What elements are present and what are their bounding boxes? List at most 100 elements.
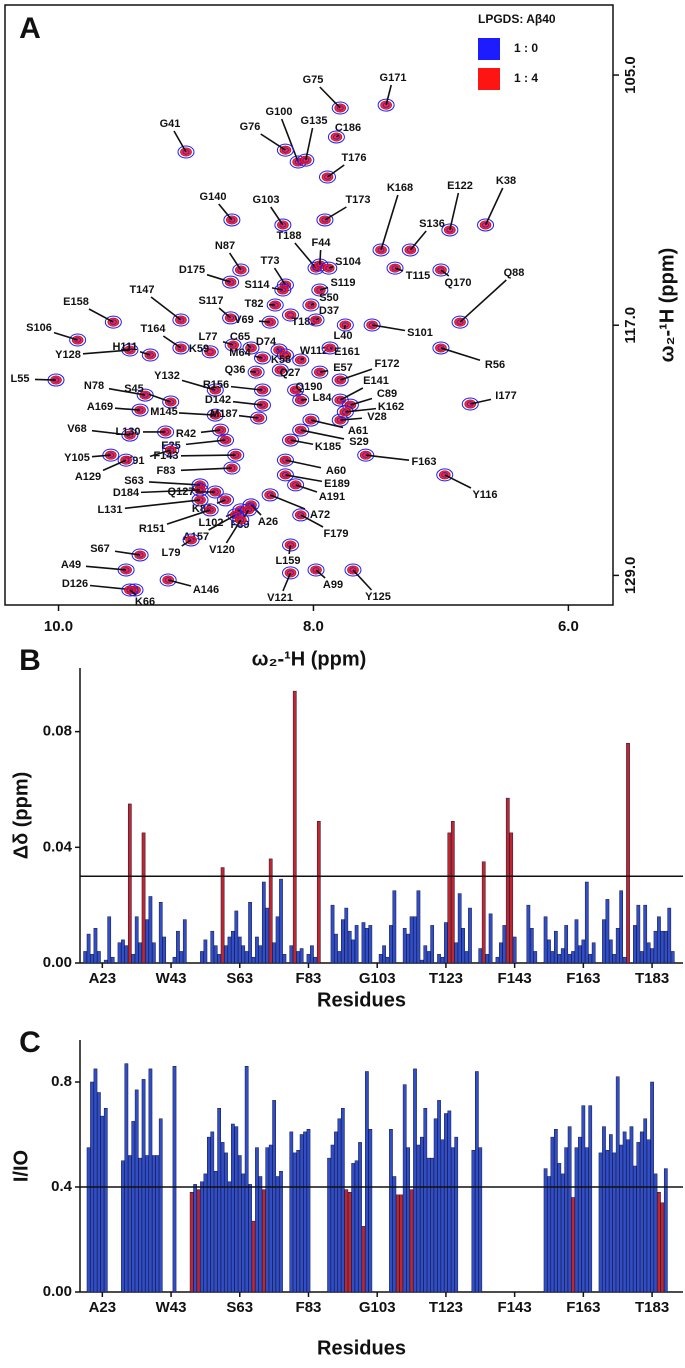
bar (382, 945, 386, 964)
bar (385, 956, 390, 964)
peak-label: V28 (367, 411, 387, 423)
y-tick-label: 0.04 (43, 838, 73, 855)
peak-label: K66 (135, 596, 155, 608)
peak-free-core (292, 387, 300, 393)
bar (402, 1084, 407, 1293)
x-axis-label: ω₂-¹H (ppm) (252, 648, 367, 670)
peak-free (336, 405, 354, 419)
peak-label: A99 (323, 579, 343, 591)
peak-free (177, 145, 195, 159)
peak-free (302, 413, 320, 427)
bar (392, 890, 397, 964)
leader-line (380, 194, 399, 251)
bar (602, 919, 606, 964)
bar (440, 956, 445, 964)
bar (334, 933, 338, 964)
bar (261, 1189, 266, 1293)
bar (663, 930, 668, 964)
bar (117, 942, 122, 964)
leader-line (288, 544, 292, 555)
bar (457, 893, 462, 964)
bar (203, 939, 208, 964)
leader-line (294, 242, 317, 269)
peak-free (104, 315, 122, 329)
peak-free (159, 573, 177, 587)
bar (313, 956, 318, 964)
x-tick-label: F143 (498, 970, 532, 987)
bar (478, 948, 483, 964)
peak-free (311, 283, 329, 297)
bar (127, 803, 132, 964)
bar (316, 821, 321, 964)
bar (299, 1134, 304, 1293)
bar (354, 1160, 359, 1293)
peak-free-core (326, 345, 334, 351)
bar (162, 936, 167, 964)
peak-free (224, 338, 242, 352)
bar (176, 930, 180, 964)
peak-bound (204, 505, 217, 515)
leader-line (216, 499, 226, 504)
bar (234, 1126, 239, 1293)
peak-label: D126 (62, 578, 88, 590)
bar (543, 916, 548, 964)
bar (571, 951, 575, 964)
peak-free (307, 313, 325, 327)
bar (499, 942, 503, 964)
bar (420, 1136, 424, 1293)
peak-label: K185 (315, 441, 341, 453)
peak-free-core (146, 352, 154, 358)
x-tick-label: T123 (429, 970, 463, 987)
peak-free (117, 453, 135, 467)
bar (121, 939, 125, 964)
peak-free (344, 563, 362, 577)
peak-free-core (312, 317, 320, 323)
leader-line (228, 252, 242, 271)
peak-free (250, 411, 268, 425)
bar (406, 933, 410, 964)
bar (529, 928, 534, 964)
bar (657, 1192, 661, 1293)
y-tick-label: 105.0 (622, 56, 639, 94)
bar (619, 890, 624, 964)
peak-free-core (336, 397, 344, 403)
peak-free-core (297, 357, 305, 363)
x-tick-label: G103 (359, 1299, 396, 1316)
peak-label: S117 (198, 295, 223, 307)
peak-free (331, 101, 349, 115)
bar (474, 1071, 479, 1293)
leader-line (148, 481, 201, 486)
bar (361, 1226, 366, 1293)
x-tick-label: T183 (635, 970, 669, 987)
leader-line (180, 467, 232, 472)
peak-free-core (292, 482, 300, 488)
peak-free-core (182, 149, 190, 155)
peak-free (276, 468, 294, 482)
bar (93, 1068, 98, 1293)
bar (131, 954, 136, 964)
leader-line (185, 439, 226, 446)
bar (344, 907, 349, 964)
peak-free (253, 383, 271, 397)
bar (564, 1147, 569, 1293)
leader-line (273, 267, 287, 286)
bar (426, 951, 431, 964)
bar (413, 1068, 417, 1293)
peak-free (292, 353, 310, 367)
bar (430, 925, 435, 964)
bar (420, 959, 424, 964)
peak-label: A191 (319, 491, 345, 503)
bar (306, 954, 311, 964)
peak-label: F172 (374, 358, 399, 370)
peak-free (172, 313, 190, 327)
peak-label: M187 (210, 408, 238, 420)
peak-label: E57 (333, 362, 353, 374)
y-tick-label: 0.00 (43, 954, 72, 971)
bar (622, 1131, 627, 1293)
bar (646, 1139, 651, 1293)
bar (182, 919, 187, 964)
peak-free (253, 351, 271, 365)
leader-line (290, 439, 314, 446)
bar (231, 930, 235, 964)
peak-free (266, 298, 284, 312)
